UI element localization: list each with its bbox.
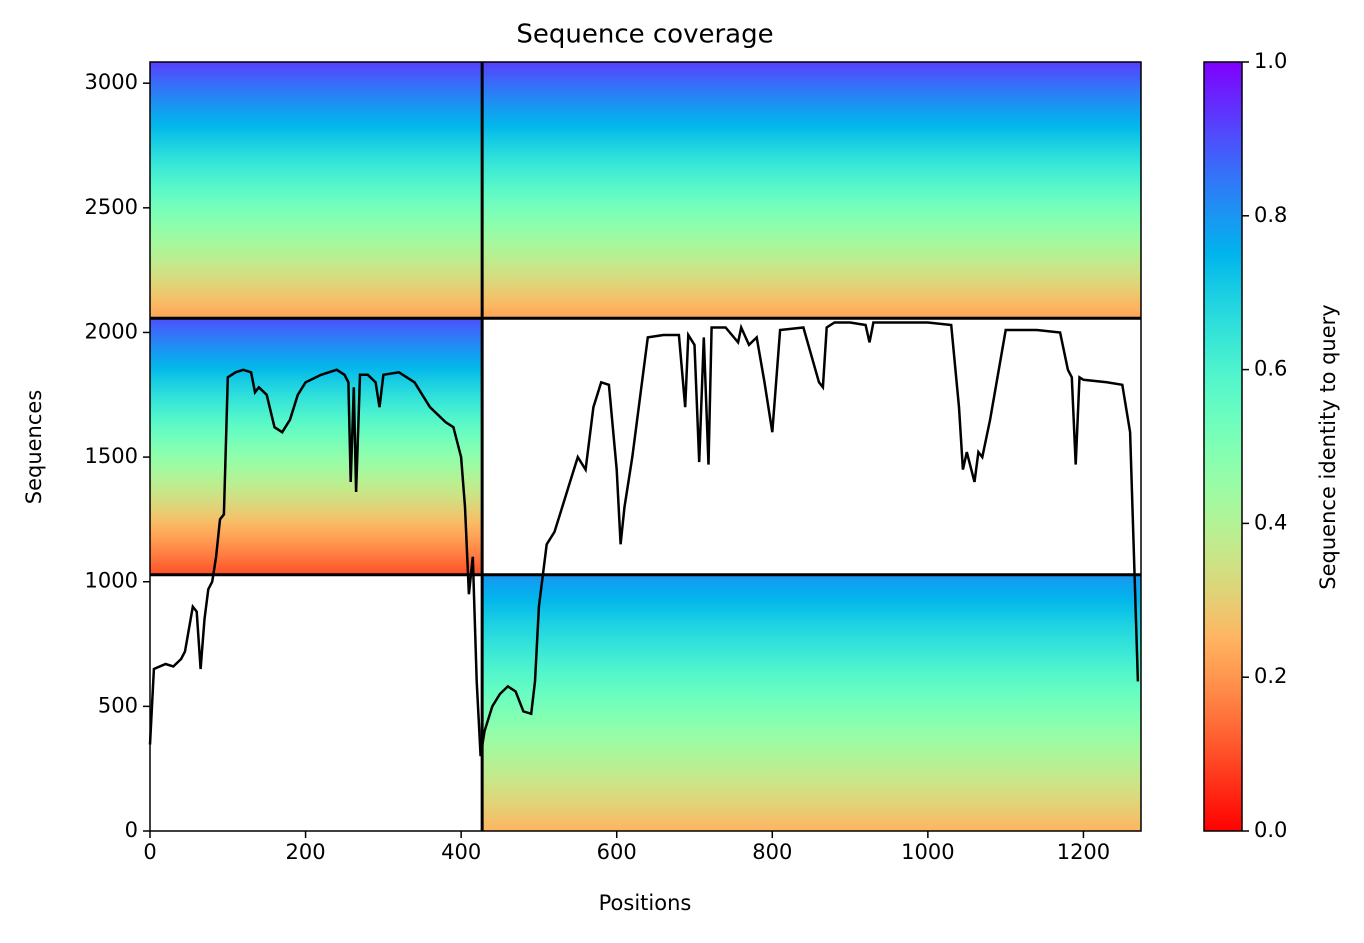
y-tick-label: 3000 (85, 70, 138, 94)
y-tick-label: 2000 (85, 319, 138, 343)
x-tick-label: 800 (752, 840, 792, 864)
msa-block (482, 574, 1142, 831)
y-tick-label: 500 (98, 693, 138, 717)
msa-block (150, 62, 483, 319)
msa-block (482, 62, 1142, 319)
coverage-line (148, 321, 1140, 757)
colorbar-tick-label: 0.2 (1254, 664, 1287, 688)
x-tick-label: 600 (597, 840, 637, 864)
colorbar-tick-label: 0.8 (1254, 203, 1287, 227)
x-tick-label: 1000 (901, 840, 954, 864)
x-tick-label: 200 (286, 840, 326, 864)
plot-frame (149, 61, 1142, 832)
x-tick-label: 400 (441, 840, 481, 864)
colorbar-tick-label: 0.6 (1254, 357, 1287, 381)
x-axis-label: Positions (599, 891, 692, 915)
colorbar-tick-label: 0.0 (1254, 818, 1287, 842)
colorbar (1203, 61, 1243, 832)
msa-block (150, 318, 483, 575)
x-tick-label: 0 (143, 840, 156, 864)
y-tick-label: 2500 (85, 195, 138, 219)
colorbar-tick-label: 1.0 (1254, 49, 1287, 73)
y-tick-label: 1000 (85, 569, 138, 593)
y-tick-label: 1500 (85, 444, 138, 468)
x-tick-label: 1200 (1057, 840, 1110, 864)
y-axis-label: Sequences (22, 390, 46, 505)
chart-title: Sequence coverage (516, 20, 773, 50)
colorbar-label: Sequence identity to query (1316, 304, 1340, 589)
y-tick-label: 0 (125, 818, 138, 842)
colorbar-tick-label: 0.4 (1254, 510, 1287, 534)
